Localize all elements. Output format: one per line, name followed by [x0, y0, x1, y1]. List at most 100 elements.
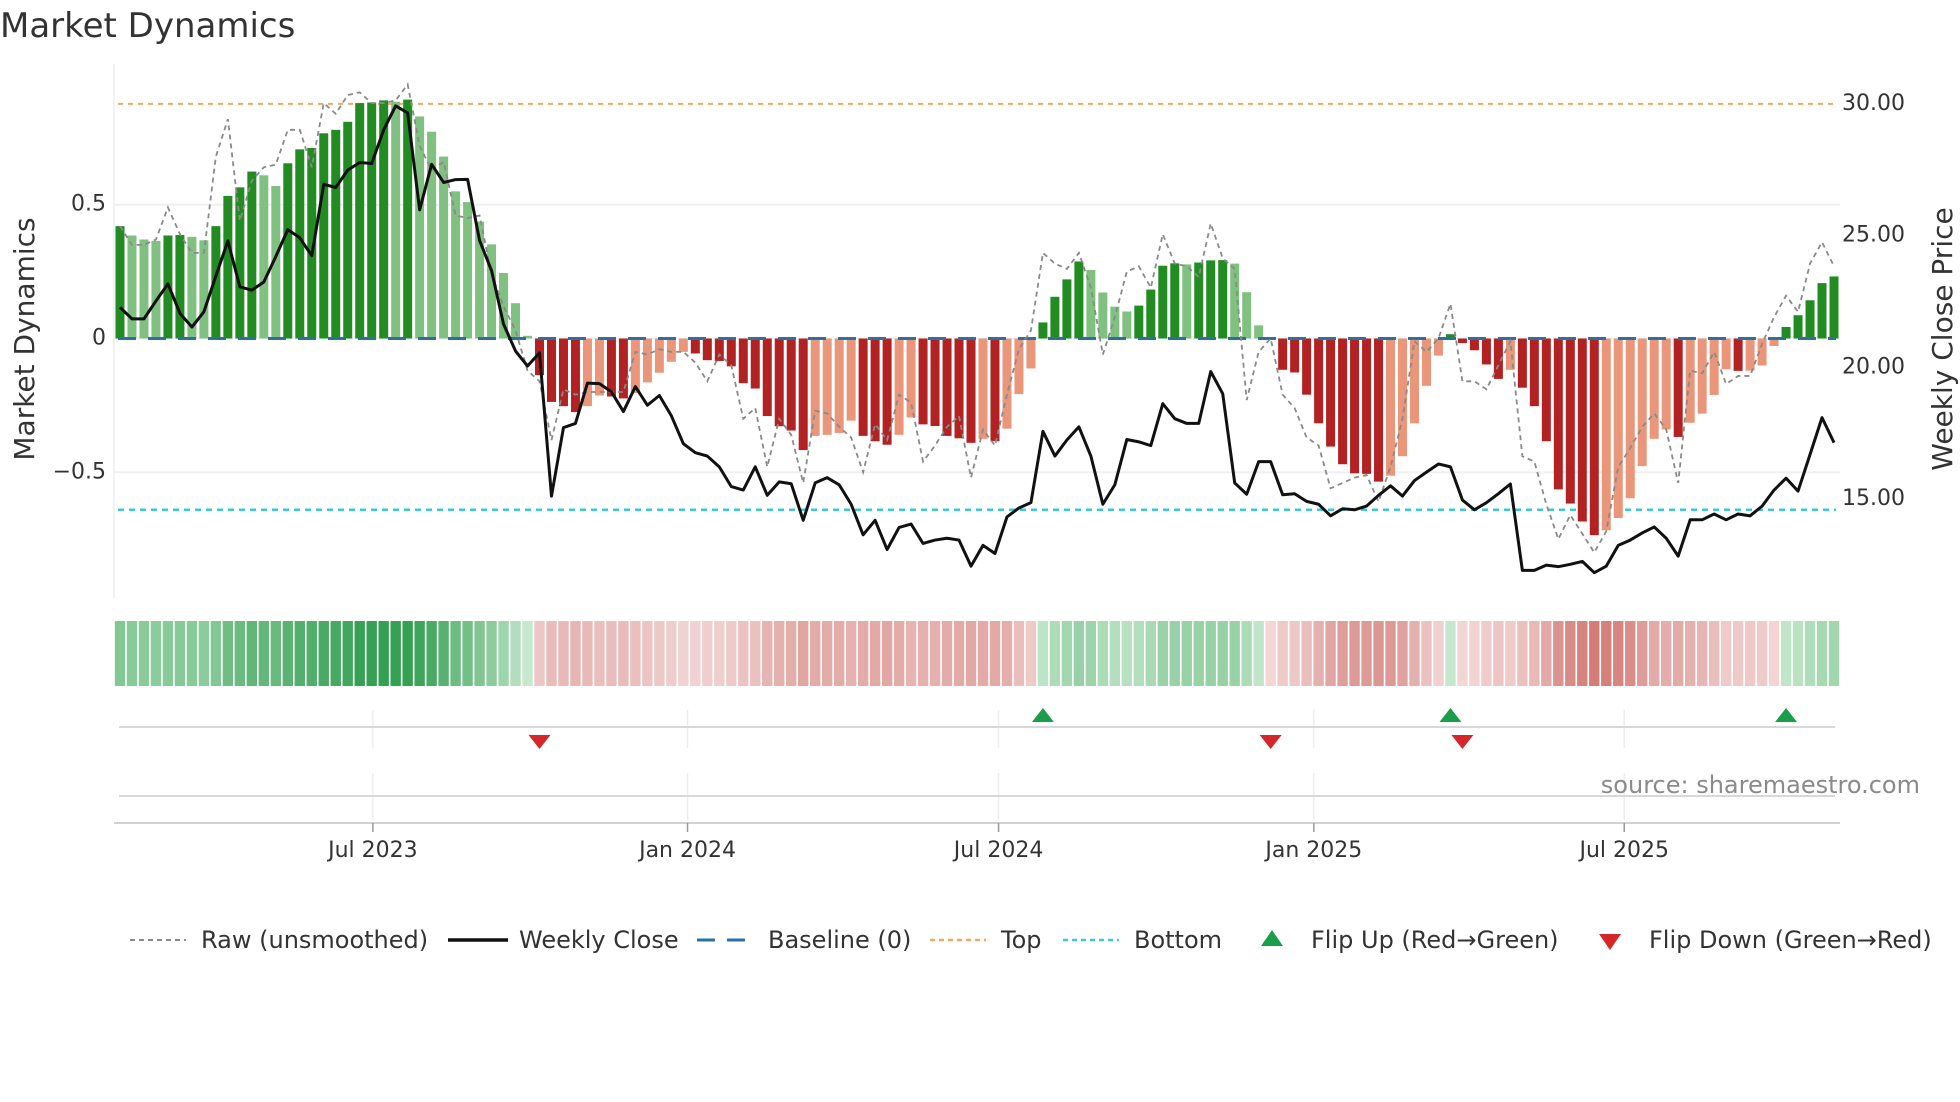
- legend-item-raw: Raw (unsmoothed): [130, 926, 428, 954]
- md-bar: [283, 163, 293, 339]
- heat-cell: [546, 621, 557, 686]
- heat-cell: [1744, 621, 1756, 686]
- heat-cell: [989, 621, 1001, 686]
- heat-cell: [1121, 621, 1133, 686]
- heat-cell: [1661, 621, 1672, 686]
- heat-cell: [138, 621, 150, 686]
- y-tick-label: 0.5: [71, 192, 106, 217]
- heat-cell: [833, 621, 845, 686]
- md-bar: [906, 338, 916, 418]
- heat-cell: [1792, 621, 1804, 686]
- md-bar: [1050, 296, 1060, 339]
- md-bar: [1769, 338, 1779, 346]
- heat-cell: [1097, 621, 1109, 686]
- md-bar: [582, 338, 592, 407]
- heat-cell: [474, 621, 485, 686]
- heat-cell: [953, 621, 965, 686]
- heat-cell: [905, 621, 917, 686]
- md-bar: [1577, 338, 1587, 522]
- md-bar: [546, 338, 556, 402]
- heat-cell: [977, 621, 989, 686]
- md-bar: [762, 338, 772, 417]
- md-bar: [1350, 338, 1360, 474]
- flip-down-marker: [1259, 735, 1282, 749]
- heat-cell: [1684, 621, 1696, 686]
- heat-cell: [1253, 621, 1264, 686]
- md-bar: [750, 338, 760, 389]
- md-bar: [930, 338, 940, 426]
- md-bar: [1254, 325, 1264, 339]
- heat-cell: [1828, 621, 1840, 686]
- triangle-up-icon: [1261, 930, 1283, 946]
- md-bar: [1661, 338, 1671, 430]
- md-bar: [714, 338, 724, 361]
- md-bar: [870, 338, 880, 442]
- y2-tick-label: 25.00: [1842, 223, 1905, 248]
- md-bar: [1074, 261, 1084, 339]
- md-bar: [439, 156, 449, 339]
- md-bar: [247, 171, 257, 339]
- md-bar: [1290, 338, 1300, 373]
- md-bar: [463, 202, 473, 339]
- md-bar: [1649, 338, 1659, 439]
- md-bar: [271, 186, 281, 339]
- heat-cell: [1421, 621, 1432, 686]
- axes: 0.5 0 −0.5 30.00 25.00 20.00 15.00 Jul 2023 Jan …: [53, 91, 1905, 863]
- heat-cell: [1517, 621, 1528, 686]
- heat-cell: [1313, 621, 1324, 686]
- md-bar: [1505, 338, 1515, 370]
- md-bar: [331, 129, 341, 339]
- md-bar: [1026, 338, 1036, 369]
- heat-cell: [821, 621, 833, 686]
- md-bar: [1242, 292, 1252, 339]
- md-bar: [1457, 338, 1467, 344]
- md-bar: [1110, 306, 1120, 339]
- heat-cell: [1385, 621, 1396, 686]
- x-tick-label: Jan 2025: [1263, 838, 1362, 863]
- heat-cell: [786, 621, 797, 686]
- heat-cell: [390, 621, 401, 686]
- heat-cell: [198, 621, 210, 686]
- md-bar: [511, 303, 521, 339]
- heat-cell: [1804, 621, 1816, 686]
- md-bar: [1014, 338, 1024, 395]
- heat-cell: [126, 621, 138, 686]
- heat-cell: [570, 621, 581, 686]
- heat-cell: [845, 621, 857, 686]
- flip-down-marker: [528, 735, 551, 749]
- heat-cell: [186, 621, 198, 686]
- md-bar: [726, 338, 736, 367]
- heat-cell: [726, 621, 737, 686]
- heat-cell: [1301, 621, 1312, 686]
- heat-cell: [210, 621, 222, 686]
- md-bar: [1170, 263, 1180, 339]
- md-bar: [523, 335, 533, 339]
- md-bar: [642, 338, 652, 383]
- heat-cell: [558, 621, 569, 686]
- md-bar: [1565, 338, 1575, 504]
- md-bar: [379, 100, 389, 339]
- md-bar: [1146, 289, 1156, 339]
- md-bar: [954, 338, 964, 439]
- heat-cell: [246, 621, 258, 686]
- y2-axis-title: Weekly Close Price: [1926, 207, 1959, 470]
- heat-cell: [1361, 621, 1372, 686]
- heat-cell: [162, 621, 174, 686]
- md-bar: [223, 195, 233, 339]
- md-bar: [1098, 292, 1108, 339]
- md-bar: [1529, 338, 1539, 407]
- md-bar: [894, 338, 904, 435]
- x-tick-label: Jan 2024: [637, 838, 736, 863]
- md-bar: [774, 338, 784, 427]
- heat-cell: [1493, 621, 1504, 686]
- md-bar: [415, 116, 425, 339]
- reference-lines: [118, 102, 1836, 511]
- heat-cell: [1481, 621, 1492, 686]
- heat-cell: [402, 621, 413, 686]
- heat-cell: [1445, 621, 1456, 686]
- md-bar: [1314, 338, 1324, 424]
- md-bar: [846, 338, 856, 421]
- heat-cell: [378, 621, 389, 686]
- heat-cell: [1133, 621, 1145, 686]
- heat-cell: [354, 621, 365, 686]
